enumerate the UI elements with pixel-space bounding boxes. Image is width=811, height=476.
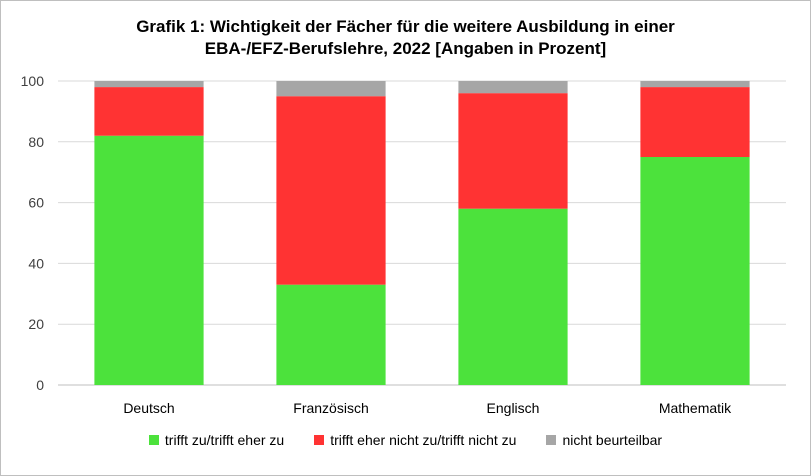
legend-swatch — [546, 435, 557, 445]
bar-französisch-series-3 — [276, 81, 386, 97]
x-tick-label: Französisch — [293, 400, 368, 416]
bar-englisch-series-3 — [458, 81, 568, 94]
legend-label: nicht beurteilbar — [562, 432, 663, 448]
bar-mathematik-series-3 — [640, 81, 750, 88]
y-tick-label: 60 — [28, 195, 44, 211]
bar-französisch-series-1 — [276, 284, 386, 385]
bar-deutsch-series-3 — [94, 81, 204, 88]
chart-title: Grafik 1: Wichtigkeit der Fächer für die… — [0, 16, 811, 60]
y-tick-label: 40 — [28, 255, 44, 271]
bar-mathematik-series-2 — [640, 87, 750, 157]
x-tick-label: Mathematik — [659, 400, 732, 416]
bar-deutsch-series-1 — [94, 135, 204, 385]
legend-label: trifft zu/trifft eher zu — [164, 432, 285, 448]
legend-item-3: nicht beurteilbar — [546, 432, 662, 448]
y-tick-label: 20 — [28, 316, 44, 332]
x-tick-label: Englisch — [487, 400, 540, 416]
chart-legend: trifft zu/trifft eher zu trifft eher nich… — [0, 432, 811, 448]
y-tick-label: 0 — [36, 377, 44, 393]
legend-item-2: trifft eher nicht zu/trifft nicht zu — [314, 432, 516, 448]
bar-französisch-series-2 — [276, 96, 386, 285]
legend-item-1: trifft zu/trifft eher zu — [148, 432, 285, 448]
legend-label: trifft eher nicht zu/trifft nicht zu — [330, 432, 517, 448]
chart-title-line-2: EBA-/EFZ-Berufslehre, 2022 [Angaben in P… — [204, 39, 607, 58]
chart-title-line-1: Grafik 1: Wichtigkeit der Fächer für die… — [136, 17, 675, 36]
legend-swatch — [148, 435, 159, 445]
bar-englisch-series-1 — [458, 208, 568, 385]
bar-mathematik-series-1 — [640, 157, 750, 385]
bar-deutsch-series-2 — [94, 87, 204, 136]
bar-englisch-series-2 — [458, 93, 568, 209]
x-tick-label: Deutsch — [123, 400, 174, 416]
y-tick-label: 100 — [21, 73, 45, 89]
legend-swatch — [314, 435, 325, 445]
y-tick-label: 80 — [28, 134, 44, 150]
